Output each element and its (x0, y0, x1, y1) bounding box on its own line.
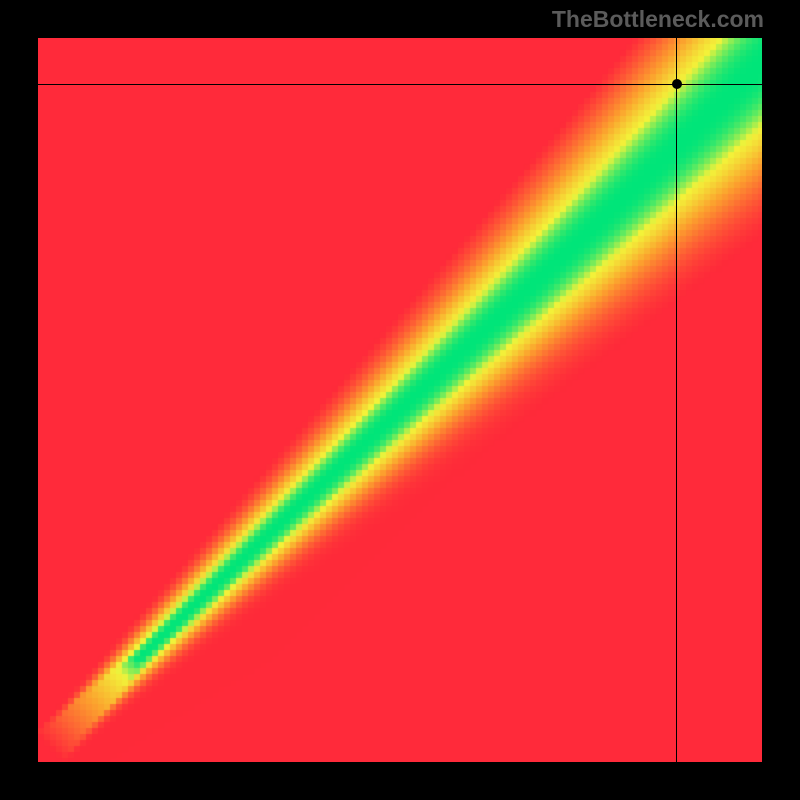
crosshair-horizontal (38, 84, 762, 85)
crosshair-marker (672, 79, 682, 89)
crosshair-vertical (676, 38, 677, 762)
bottleneck-heatmap (38, 38, 762, 762)
watermark-text: TheBottleneck.com (552, 6, 764, 33)
chart-container: { "canvas": { "width": 800, "height": 80… (0, 0, 800, 800)
